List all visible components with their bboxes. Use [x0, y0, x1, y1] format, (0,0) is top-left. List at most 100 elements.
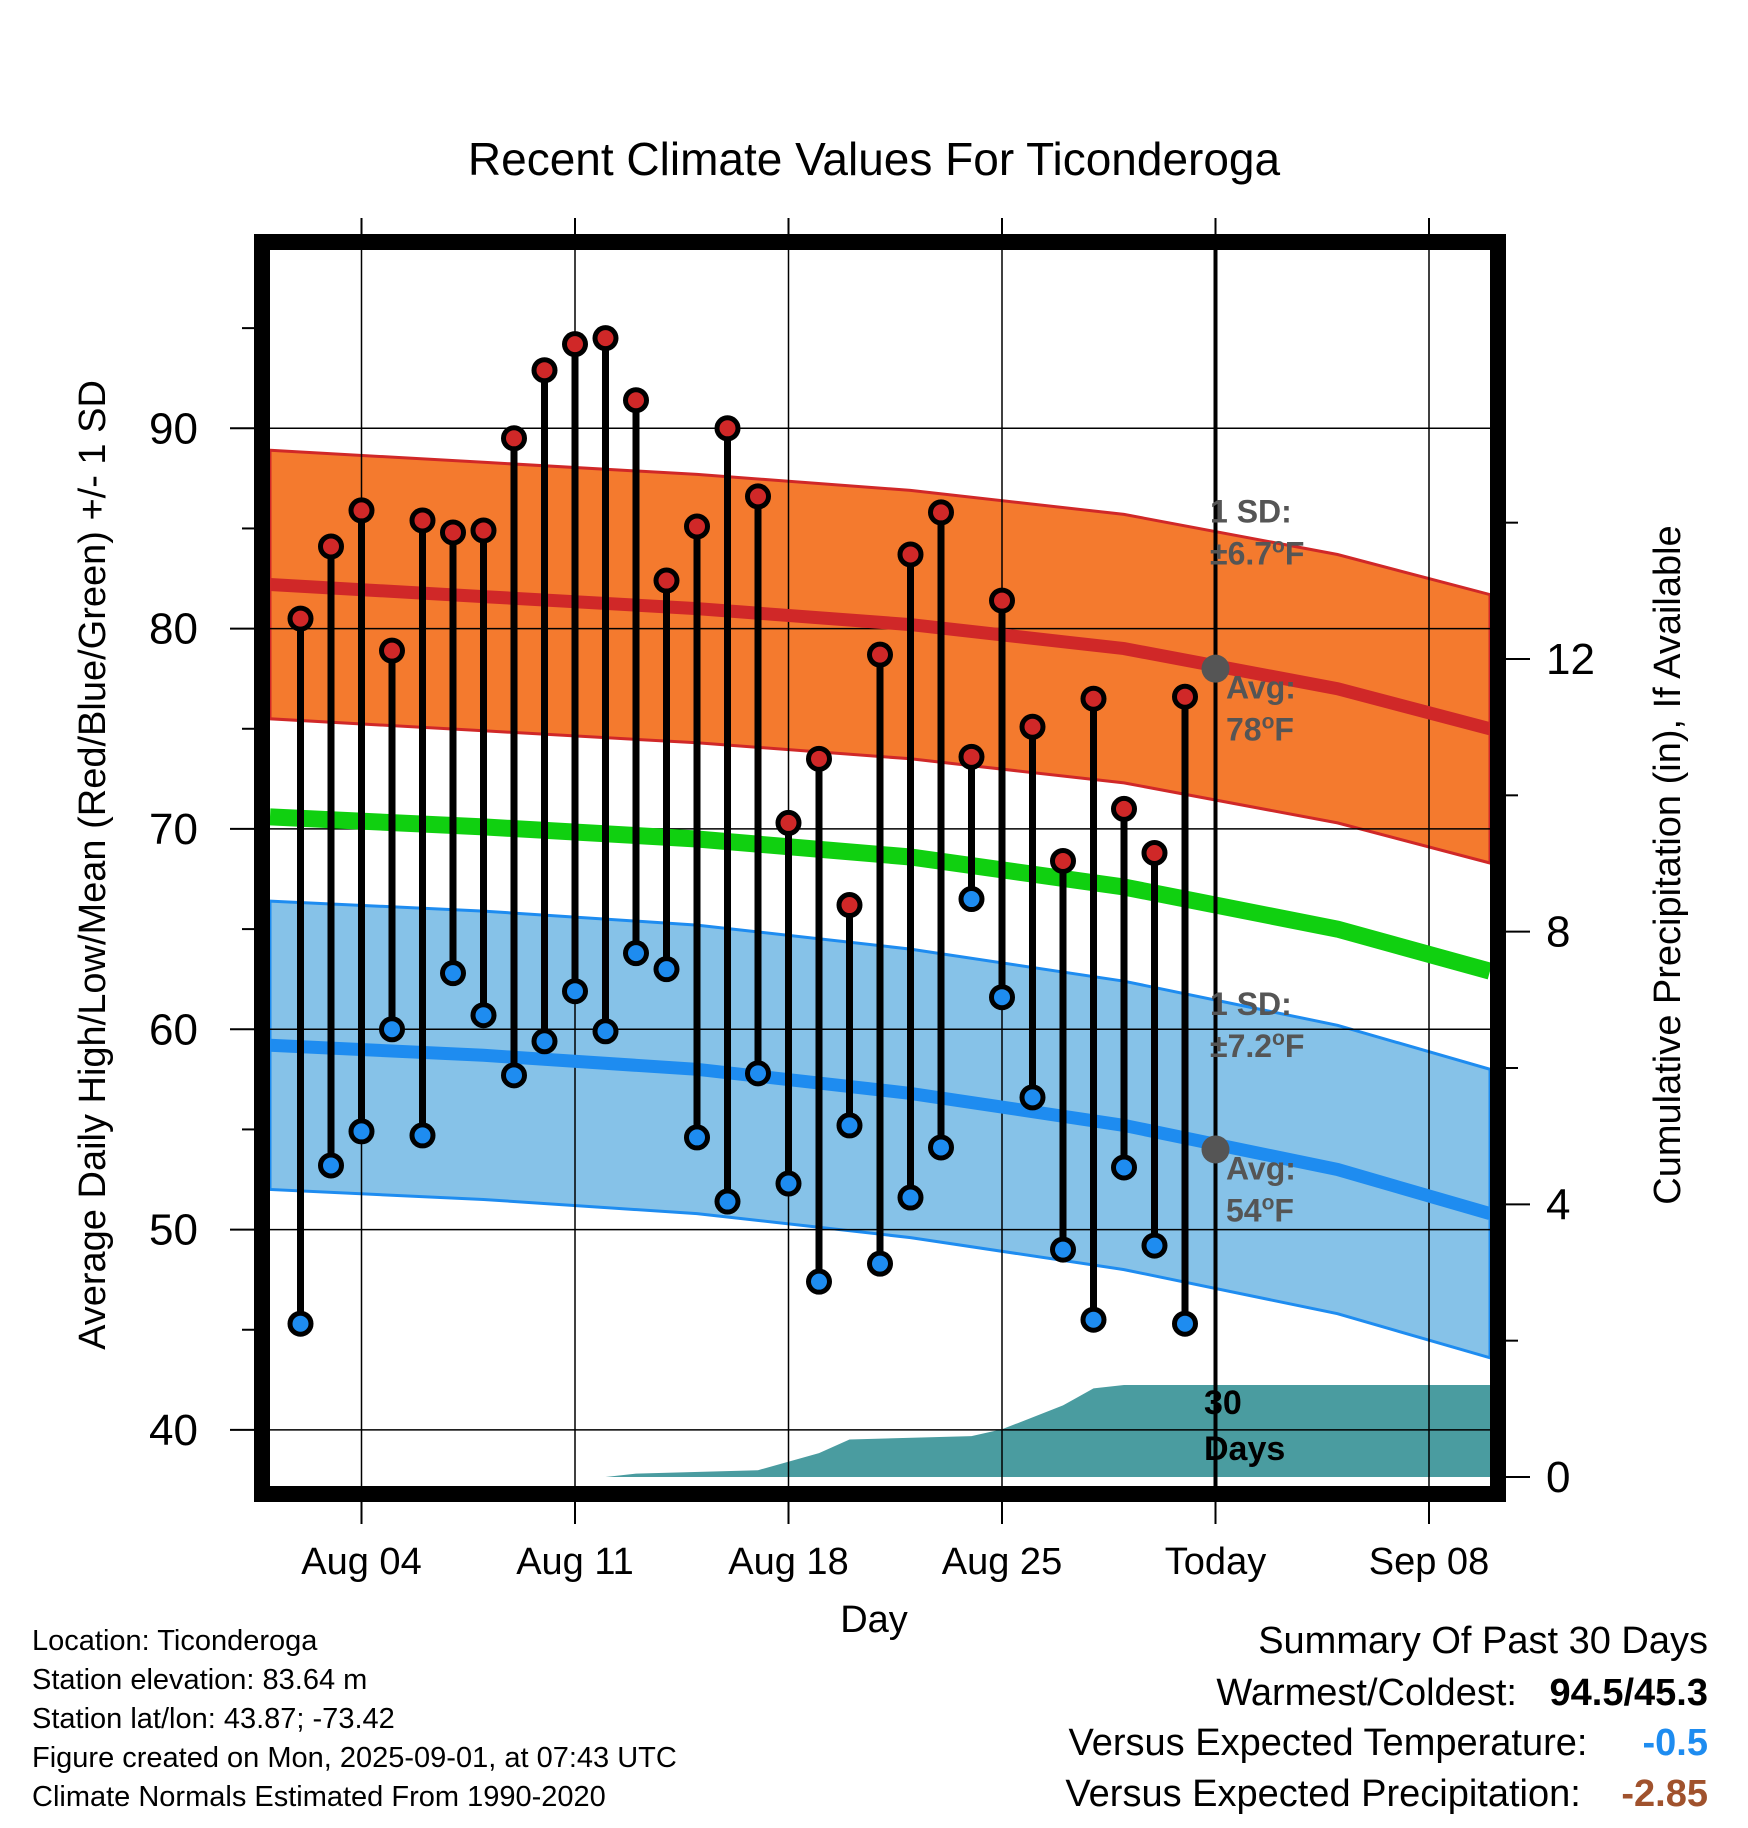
daily-low-point [1114, 1157, 1135, 1178]
daily-low-point [809, 1271, 830, 1292]
daily-low-point [992, 987, 1013, 1008]
low-avg-value: 54oF [1226, 1191, 1294, 1228]
daily-high-point [595, 328, 616, 349]
daily-low-point [1175, 1313, 1196, 1334]
summary-temp-value: -0.5 [1628, 1722, 1708, 1765]
daily-high-point [778, 812, 799, 833]
x-tick-label: Aug 04 [301, 1541, 421, 1583]
high-sd-label: 1 SD: [1210, 493, 1292, 529]
y-tick-label: 60 [149, 1005, 198, 1054]
daily-high-point [1022, 716, 1043, 737]
low-sd-label: 1 SD: [1210, 986, 1292, 1022]
y-tick-label: 90 [149, 404, 198, 453]
daily-high-point [473, 520, 494, 541]
daily-high-point [809, 748, 830, 769]
daily-low-point [748, 1063, 769, 1084]
daily-high-point [290, 608, 311, 629]
daily-high-point [931, 502, 952, 523]
daily-low-point [290, 1313, 311, 1334]
high-sd-value: ±6.7oF [1210, 534, 1304, 571]
daily-low-point [473, 1005, 494, 1026]
summary-warmest-value: 94.5/45.3 [1550, 1672, 1708, 1715]
daily-high-point [717, 418, 738, 439]
daily-high-point [1175, 686, 1196, 707]
y-right-tick-label: 8 [1546, 908, 1570, 957]
precip-area [270, 1385, 1490, 1477]
summary-warmest-row: Warmest/Coldest: 94.5/45.3 [1216, 1672, 1708, 1715]
y-right-tick-label: 4 [1546, 1180, 1570, 1229]
daily-low-point [443, 963, 464, 984]
summary-precip-label: Versus Expected Precipitation: [1065, 1773, 1580, 1815]
days-word-label: Days [1204, 1430, 1285, 1468]
daily-low-point [778, 1173, 799, 1194]
low-avg-label: Avg: [1226, 1150, 1296, 1186]
y-tick-label: 70 [149, 805, 198, 854]
daily-low-point [870, 1253, 891, 1274]
daily-low-point [1083, 1309, 1104, 1330]
daily-high-point [504, 428, 525, 449]
summary-precip-row: Versus Expected Precipitation: -2.85 [1065, 1773, 1708, 1816]
daily-low-point [1022, 1087, 1043, 1108]
daily-low-point [900, 1187, 921, 1208]
x-axis-label: Day [840, 1599, 908, 1641]
daily-high-point [565, 334, 586, 355]
y-axis-label: Average Daily High/Low/Mean (Red/Blue/Gr… [72, 380, 114, 1350]
x-tick-label: Today [1165, 1541, 1266, 1583]
daily-high-point [1114, 798, 1135, 819]
daily-high-point [1053, 850, 1074, 871]
chart-title: Recent Climate Values For Ticonderoga [468, 133, 1281, 185]
daily-high-point [321, 536, 342, 557]
footer-latlon: Station lat/lon: 43.87; -73.42 [32, 1703, 395, 1736]
daily-low-point [504, 1065, 525, 1086]
daily-low-point [656, 959, 677, 980]
daily-high-point [748, 486, 769, 507]
daily-low-point [351, 1121, 372, 1142]
daily-low-point [687, 1127, 708, 1148]
summary-temp-label: Versus Expected Temperature: [1069, 1722, 1588, 1764]
daily-high-point [443, 522, 464, 543]
daily-low-point [565, 981, 586, 1002]
daily-high-point [1144, 842, 1165, 863]
daily-high-point [656, 570, 677, 591]
footer-location: Location: Ticonderoga [32, 1625, 317, 1658]
daily-low-point [626, 943, 647, 964]
daily-low-point [534, 1031, 555, 1052]
x-tick-label: Sep 08 [1369, 1541, 1489, 1583]
summary-warmest-label: Warmest/Coldest: [1216, 1672, 1517, 1714]
x-tick-label: Aug 11 [516, 1541, 634, 1583]
daily-low-point [412, 1125, 433, 1146]
y-right-tick-label: 12 [1546, 635, 1595, 684]
x-tick-label: Aug 18 [728, 1541, 848, 1583]
summary-heading: Summary Of Past 30 Days [1258, 1620, 1708, 1663]
y-right-tick-label: 0 [1546, 1453, 1570, 1502]
daily-high-point [351, 500, 372, 521]
x-tick-label: Aug 25 [942, 1541, 1062, 1583]
daily-high-point [1083, 688, 1104, 709]
daily-low-point [382, 1019, 403, 1040]
daily-high-point [382, 640, 403, 661]
daily-low-point [1053, 1239, 1074, 1260]
daily-low-point [961, 889, 982, 910]
summary-temp-row: Versus Expected Temperature: -0.5 [1069, 1722, 1708, 1765]
climate-chart: Recent Climate Values For Ticonderoga 1 … [0, 0, 1748, 1828]
daily-high-point [961, 746, 982, 767]
y-tick-label: 80 [149, 605, 198, 654]
high-avg-label: Avg: [1226, 670, 1296, 706]
daily-low-point [595, 1021, 616, 1042]
daily-high-point [900, 544, 921, 565]
daily-high-point [870, 644, 891, 665]
y-tick-label: 40 [149, 1406, 198, 1455]
axes-layer: 40 50 60 70 80 90 0 4 8 12 Aug 04 Aug 11 Aug 18 Aug 2… [149, 218, 1595, 1583]
daily-high-point [687, 516, 708, 537]
daily-high-point [626, 390, 647, 411]
daily-high-point [839, 895, 860, 916]
summary-precip-value: -2.85 [1621, 1773, 1708, 1816]
daily-high-point [992, 590, 1013, 611]
daily-low-point [321, 1155, 342, 1176]
footer-elevation: Station elevation: 83.64 m [32, 1664, 367, 1697]
high-avg-value: 78oF [1226, 711, 1294, 748]
daily-low-point [931, 1137, 952, 1158]
precip-area-layer [270, 1385, 1490, 1477]
daily-low-point [839, 1115, 860, 1136]
low-sd-value: ±7.2oF [1210, 1027, 1304, 1064]
